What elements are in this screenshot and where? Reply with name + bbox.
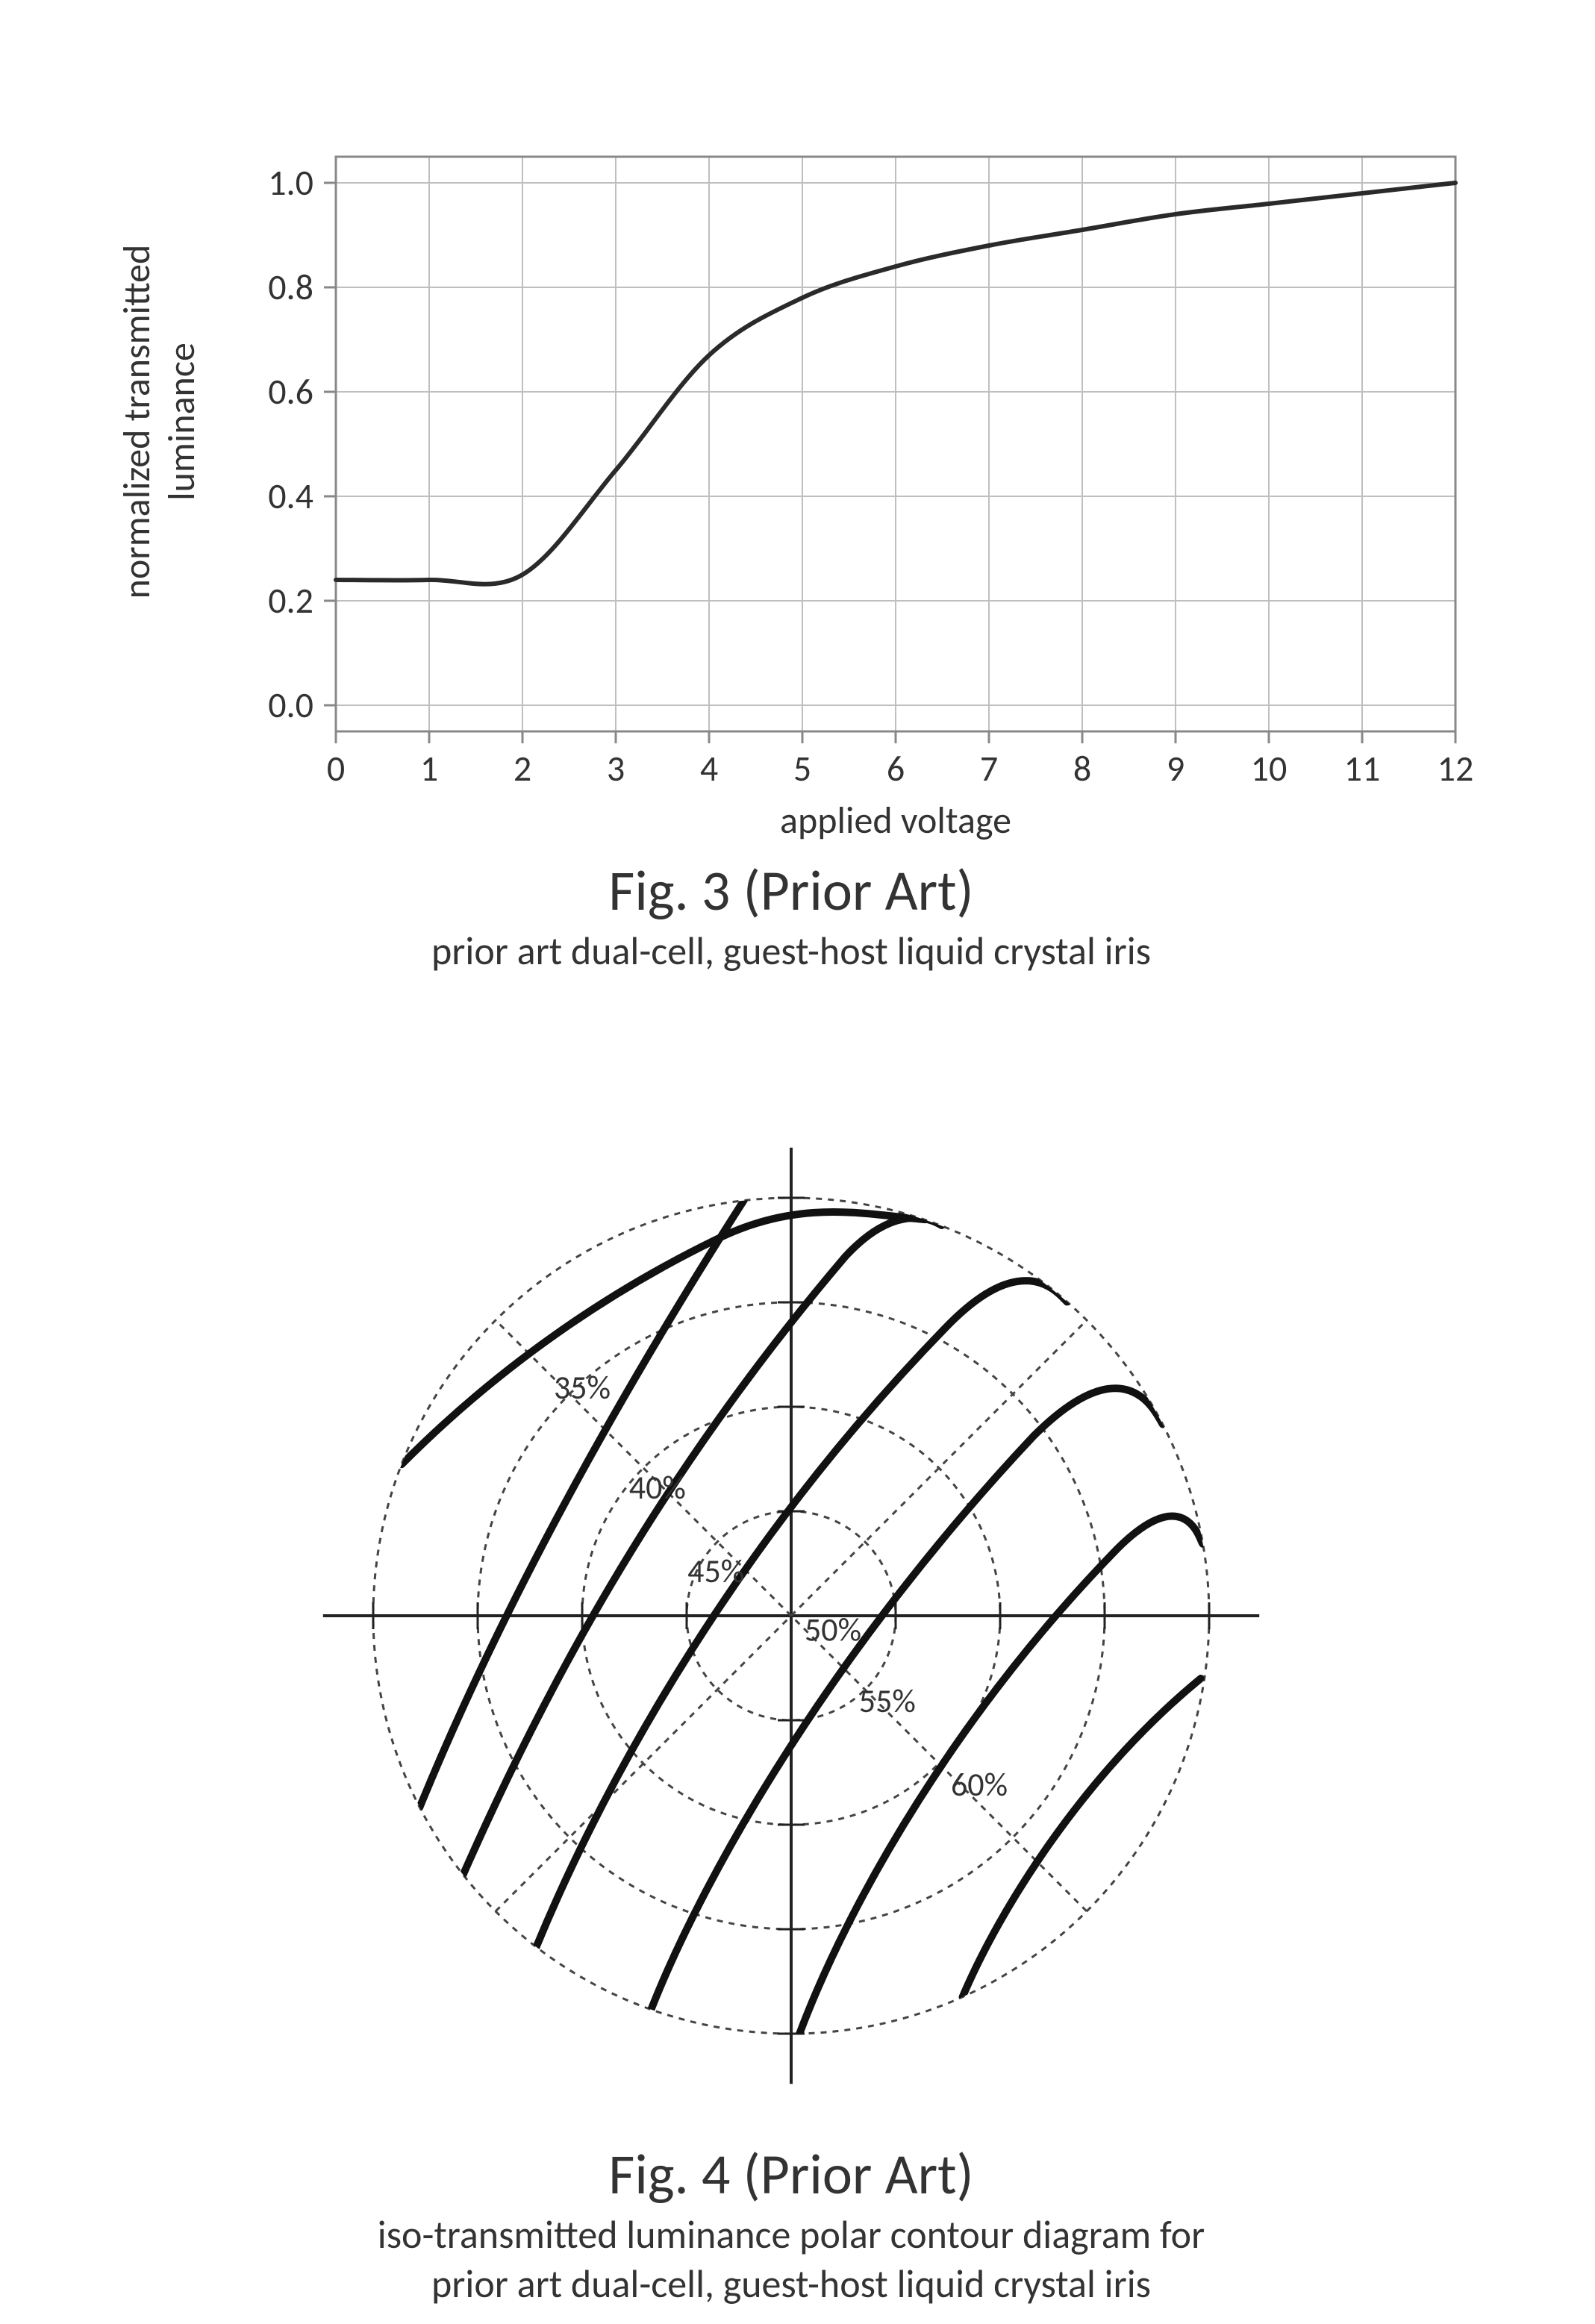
figure-3: 01234567891011120.00.20.40.60.81.0applie… [82,142,1500,975]
svg-text:5: 5 [793,746,811,790]
svg-text:8: 8 [1073,746,1091,790]
svg-text:4: 4 [700,746,718,790]
figure-4: 35% 40% 45% 50% 55% 60% Fig. 4 (Prior Art) is… [82,1119,1500,2308]
svg-text:9: 9 [1167,746,1184,790]
figure-3-title: Fig. 3 (Prior Art) [82,857,1500,925]
svg-text:1: 1 [420,746,438,790]
svg-text:45%: 45% [687,1551,744,1591]
svg-text:0: 0 [327,746,345,790]
svg-text:3: 3 [607,746,625,790]
svg-text:50%: 50% [805,1610,861,1650]
svg-text:0.8: 0.8 [268,265,313,309]
line-chart: 01234567891011120.00.20.40.60.81.0applie… [82,142,1500,843]
figure-4-subtitle-line1: iso-transmitted luminance polar contour … [82,2211,1500,2258]
svg-text:60%: 60% [951,1764,1008,1805]
svg-text:0.4: 0.4 [268,474,313,518]
figure-4-title: Fig. 4 (Prior Art) [82,2140,1500,2209]
svg-text:6: 6 [887,746,905,790]
svg-text:1.0: 1.0 [268,160,313,204]
svg-text:0.6: 0.6 [268,369,313,413]
figure-3-subtitle: prior art dual-cell, guest-host liquid c… [82,927,1500,975]
svg-text:40%: 40% [629,1467,686,1508]
svg-text:0.0: 0.0 [268,683,313,727]
svg-text:10: 10 [1251,746,1287,790]
svg-text:55%: 55% [859,1681,916,1721]
polar-contour-chart: 35% 40% 45% 50% 55% 60% [231,1119,1351,2127]
svg-text:luminance: luminance [159,343,205,501]
svg-text:normalized transmitted: normalized transmitted [114,245,160,599]
svg-text:12: 12 [1438,746,1474,790]
svg-text:7: 7 [980,746,998,790]
svg-text:applied voltage: applied voltage [780,798,1011,843]
figure-4-subtitle-line2: prior art dual-cell, guest-host liquid c… [82,2260,1500,2308]
svg-text:35%: 35% [554,1367,611,1408]
svg-text:11: 11 [1344,746,1381,790]
svg-text:2: 2 [514,746,531,790]
svg-text:0.2: 0.2 [268,578,313,622]
